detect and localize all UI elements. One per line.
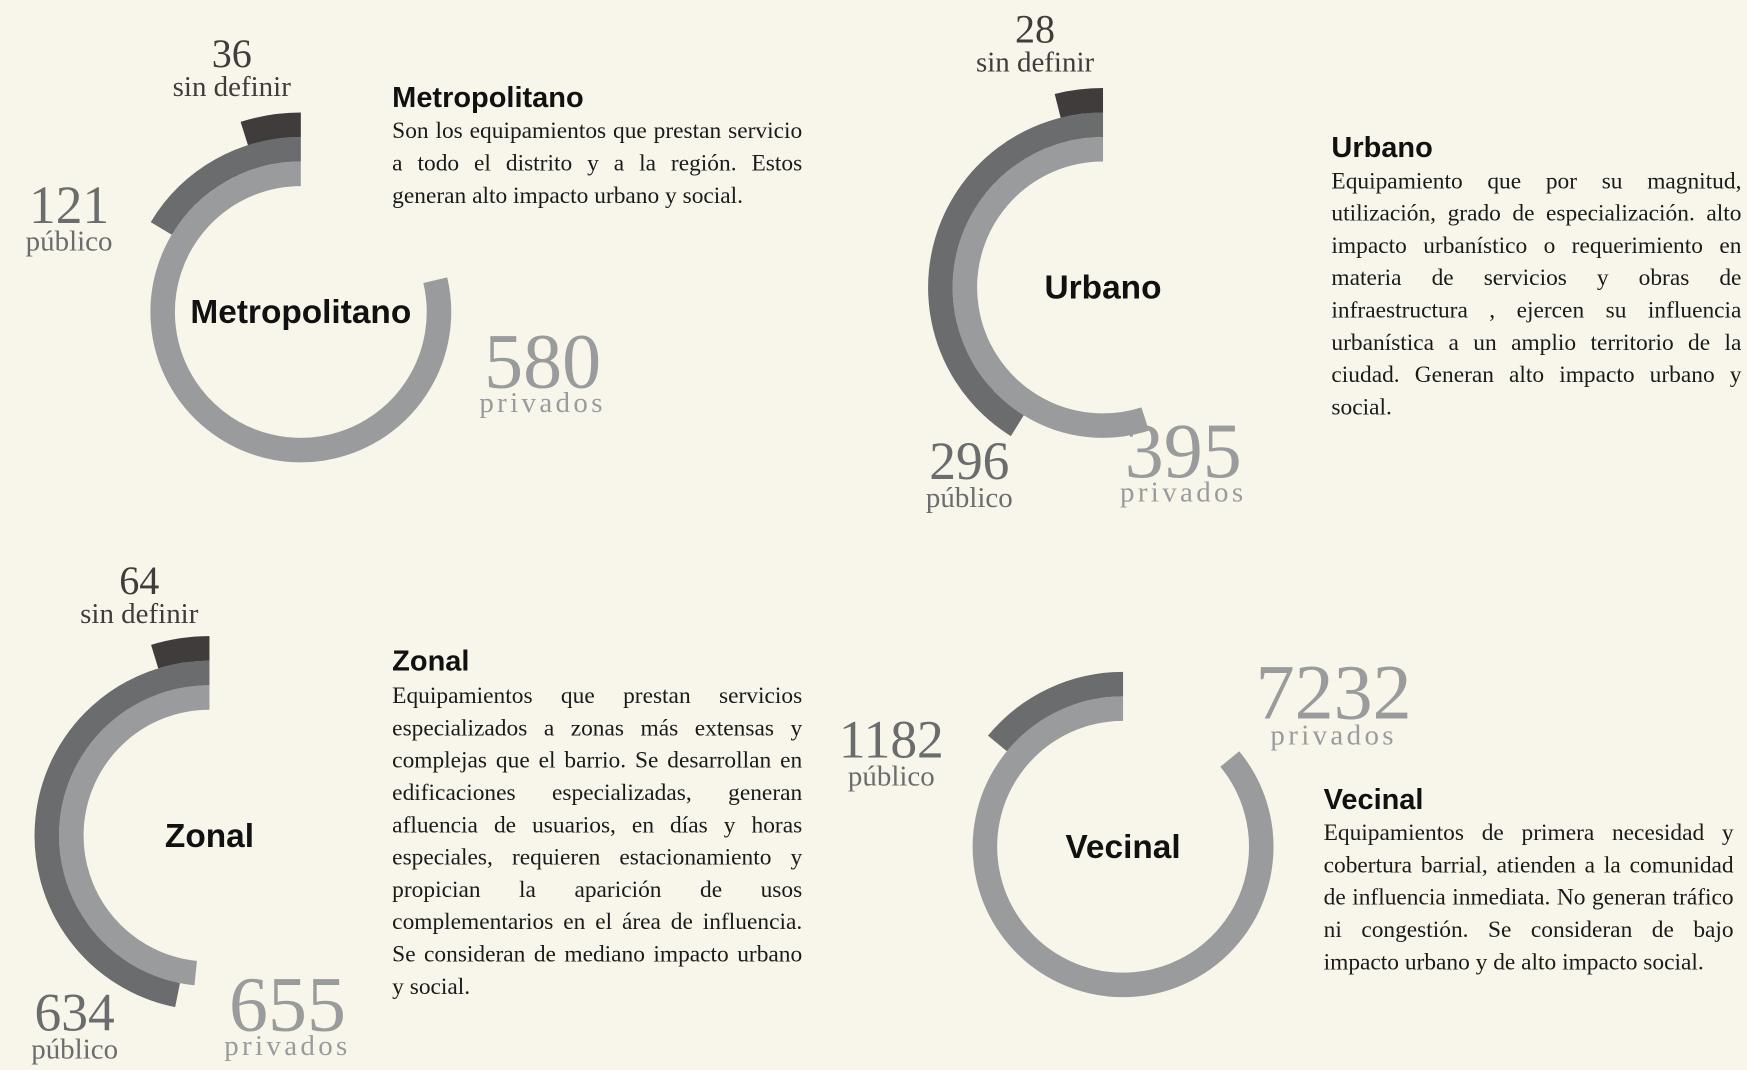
value-label: 28 xyxy=(1015,6,1055,51)
heading: Urbano xyxy=(1331,130,1433,164)
description: Equipamientos de primera necesidad y cob… xyxy=(1323,818,1734,975)
value-label: 7232 xyxy=(1256,650,1412,736)
category-label: privados xyxy=(1270,719,1396,751)
value-label: 655 xyxy=(229,962,346,1048)
category-label: privados xyxy=(1120,476,1246,508)
ring-arc xyxy=(150,161,452,463)
category-label: público xyxy=(848,760,935,792)
value-label: 296 xyxy=(929,431,1009,491)
ring-arc xyxy=(151,636,210,669)
description: Equipamientos que prestan servicios espe… xyxy=(392,681,803,1000)
description: Equipamiento que por su magnitud, utiliz… xyxy=(1331,167,1742,421)
category-label: privados xyxy=(224,1030,350,1062)
category-label: público xyxy=(926,482,1013,514)
ring-arc xyxy=(987,671,1124,752)
value-label: 580 xyxy=(484,319,601,405)
value-label: 1182 xyxy=(839,710,944,770)
category-label: público xyxy=(26,226,113,258)
ring-arc xyxy=(34,660,210,1008)
center-title: Zonal xyxy=(165,818,254,855)
ring-arc xyxy=(952,137,1149,438)
heading: Vecinal xyxy=(1323,782,1424,816)
ring-arc xyxy=(59,685,210,986)
category-label: privados xyxy=(479,387,605,419)
category-label: sin definir xyxy=(173,71,292,103)
center-title: Vecinal xyxy=(1065,829,1180,866)
center-title: Metropolitano xyxy=(190,294,411,331)
description: Son los equipamientos que prestan servic… xyxy=(392,116,803,209)
value-label: 634 xyxy=(35,983,115,1043)
value-label: 64 xyxy=(119,558,159,603)
ring-arc xyxy=(240,112,302,146)
heading: Zonal xyxy=(392,643,470,678)
category-label: sin definir xyxy=(976,46,1095,78)
category-label: sin definir xyxy=(80,598,199,630)
value-label: 36 xyxy=(212,31,252,76)
heading: Metropolitano xyxy=(392,80,584,114)
ring-arc xyxy=(150,137,302,235)
center-title: Urbano xyxy=(1045,270,1162,307)
value-label: 121 xyxy=(29,175,109,235)
ring-arc xyxy=(928,112,1104,437)
ring-arc xyxy=(972,696,1274,998)
ring-arc xyxy=(1054,88,1104,118)
category-label: público xyxy=(31,1033,118,1065)
value-label: 395 xyxy=(1125,408,1242,494)
